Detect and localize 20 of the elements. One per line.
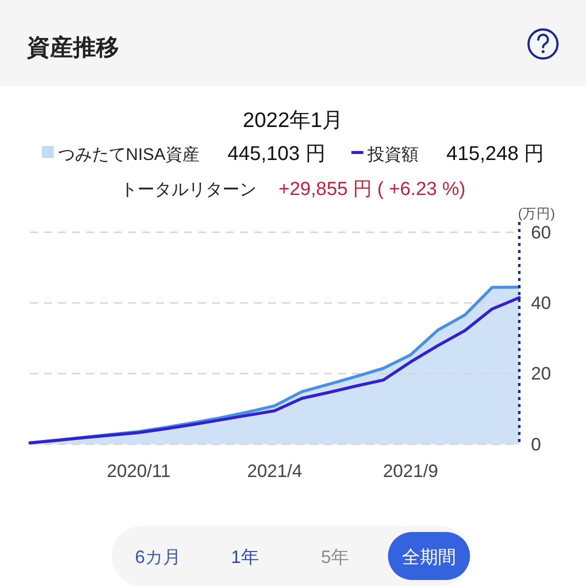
y-tick-label: 20	[531, 364, 552, 384]
y-tick-label: 40	[531, 292, 552, 313]
y-tick-label: 60	[531, 222, 552, 242]
legend-label: 投資額	[366, 145, 418, 164]
text: 全期間	[402, 547, 456, 567]
text: トータルリターン	[120, 180, 257, 199]
x-tick-label: 2020/11	[106, 461, 171, 481]
text: 1年	[230, 547, 260, 567]
text: 6カ月	[134, 547, 182, 567]
y-axis-title: (万円)	[518, 206, 555, 221]
legend-label: つみたてNISA資産	[58, 145, 200, 164]
text: 415,248 円	[446, 143, 544, 165]
text: 5年	[320, 547, 350, 567]
x-tick-label: 2021/9	[383, 461, 438, 481]
y-tick-label: 0	[531, 434, 542, 454]
x-tick-label: 2021/4	[247, 461, 302, 481]
chart-subtitle: 2022年1月	[242, 109, 344, 132]
text: +29,855 円 ( +6.23 %)	[278, 179, 466, 200]
chart-title: 資産推移	[26, 34, 119, 60]
text: 445,103 円	[227, 143, 326, 165]
